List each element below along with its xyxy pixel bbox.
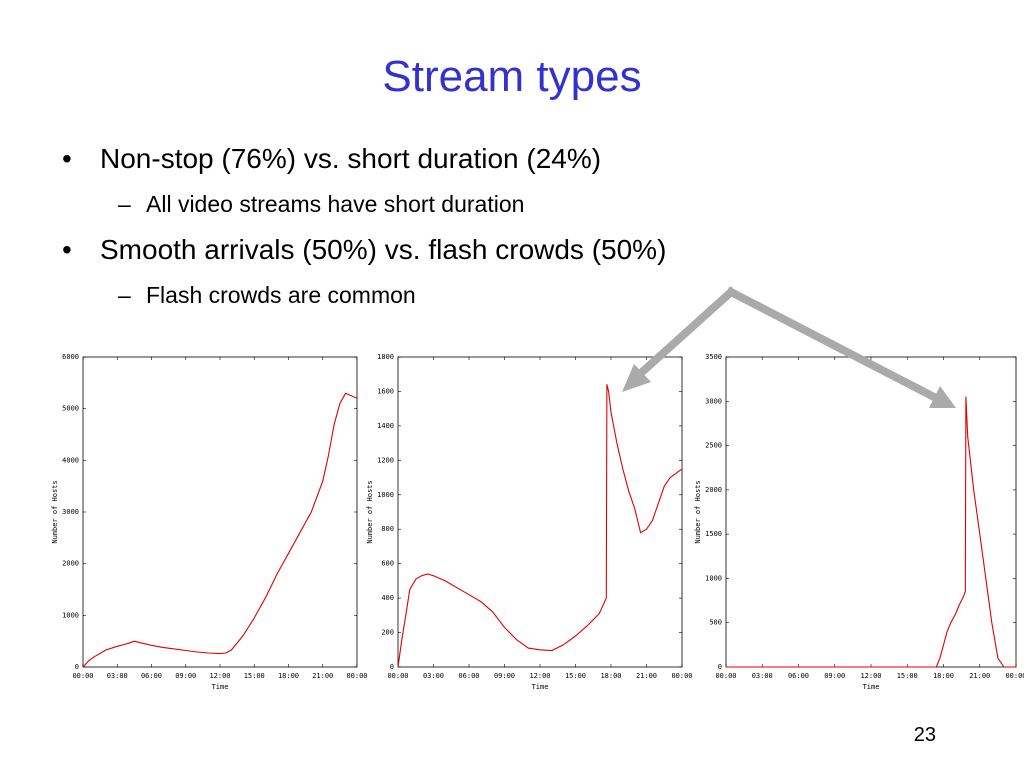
x-tick-label: 00:00 (346, 672, 367, 680)
x-tick-label: 06:00 (141, 672, 162, 680)
y-tick-label: 0 (390, 663, 394, 671)
y-tick-label: 600 (381, 560, 394, 568)
x-tick-label: 15:00 (244, 672, 265, 680)
y-tick-label: 1000 (705, 574, 722, 582)
x-tick-label: 21:00 (969, 672, 990, 680)
slide-title: Stream types (382, 52, 642, 101)
y-tick-label: 3000 (62, 508, 79, 516)
y-tick-label: 0 (75, 663, 79, 671)
sub-bullet-marker: – (118, 282, 131, 308)
y-tick-label: 1500 (705, 530, 722, 538)
x-tick-label: 21:00 (636, 672, 657, 680)
x-axis-label: Time (532, 683, 549, 691)
bullet-marker: • (62, 143, 72, 174)
x-tick-label: 03:00 (423, 672, 444, 680)
x-tick-label: 21:00 (312, 672, 333, 680)
y-tick-label: 1000 (377, 491, 394, 499)
x-tick-label: 00:00 (387, 672, 408, 680)
series-line (726, 396, 1016, 668)
x-tick-label: 12:00 (529, 672, 550, 680)
bullet-text: Smooth arrivals (50%) vs. flash crowds (… (100, 234, 667, 265)
y-tick-label: 3500 (705, 353, 722, 361)
y-tick-label: 3000 (705, 397, 722, 405)
y-tick-label: 0 (718, 663, 722, 671)
y-tick-label: 5000 (62, 405, 79, 413)
x-tick-label: 03:00 (752, 672, 773, 680)
x-tick-label: 15:00 (565, 672, 586, 680)
arrow-to-chart-2 (622, 286, 737, 392)
series-line (82, 392, 358, 668)
y-tick-label: 1600 (377, 387, 394, 395)
x-tick-label: 18:00 (933, 672, 954, 680)
x-axis-label: Time (863, 683, 880, 691)
y-tick-label: 1000 (62, 611, 79, 619)
sub-bullet-text: Flash crowds are common (146, 282, 416, 308)
y-axis-label: Number of Hosts (51, 480, 59, 543)
x-tick-label: 18:00 (278, 672, 299, 680)
arrow-head (622, 364, 651, 392)
arrow-shaft (725, 286, 940, 403)
arrow-shaft (635, 286, 737, 379)
x-tick-label: 00:00 (715, 672, 736, 680)
arrow-head (929, 386, 956, 408)
y-tick-label: 1800 (377, 353, 394, 361)
x-tick-label: 09:00 (494, 672, 515, 680)
x-tick-label: 18:00 (600, 672, 621, 680)
y-tick-label: 800 (381, 525, 394, 533)
bullet-marker: • (62, 234, 72, 265)
x-axis-label: Time (212, 683, 229, 691)
y-tick-label: 200 (381, 629, 394, 637)
page-number: 23 (913, 724, 936, 746)
y-tick-label: 2500 (705, 442, 722, 450)
y-tick-label: 500 (709, 619, 722, 627)
y-tick-label: 2000 (705, 486, 722, 494)
y-tick-label: 4000 (62, 456, 79, 464)
x-tick-label: 00:00 (1005, 672, 1024, 680)
x-tick-label: 12:00 (209, 672, 230, 680)
x-tick-label: 00:00 (72, 672, 93, 680)
y-tick-label: 1200 (377, 456, 394, 464)
y-tick-label: 1400 (377, 422, 394, 430)
sub-bullet-marker: – (118, 191, 131, 217)
x-tick-label: 06:00 (788, 672, 809, 680)
x-tick-label: 09:00 (824, 672, 845, 680)
bullet-text: Non-stop (76%) vs. short duration (24%) (100, 143, 602, 174)
y-axis-label: Number of Hosts (694, 480, 702, 543)
x-tick-label: 00:00 (671, 672, 692, 680)
x-tick-label: 15:00 (897, 672, 918, 680)
sub-bullet-text: All video streams have short duration (146, 191, 525, 217)
x-tick-label: 09:00 (175, 672, 196, 680)
x-tick-label: 06:00 (458, 672, 479, 680)
x-tick-label: 12:00 (860, 672, 881, 680)
arrow-to-chart-3 (725, 286, 956, 408)
series-line (397, 384, 683, 668)
y-axis-label: Number of Hosts (366, 480, 374, 543)
y-tick-label: 2000 (62, 560, 79, 568)
y-tick-label: 6000 (62, 353, 79, 361)
y-tick-label: 400 (381, 594, 394, 602)
x-tick-label: 03:00 (107, 672, 128, 680)
